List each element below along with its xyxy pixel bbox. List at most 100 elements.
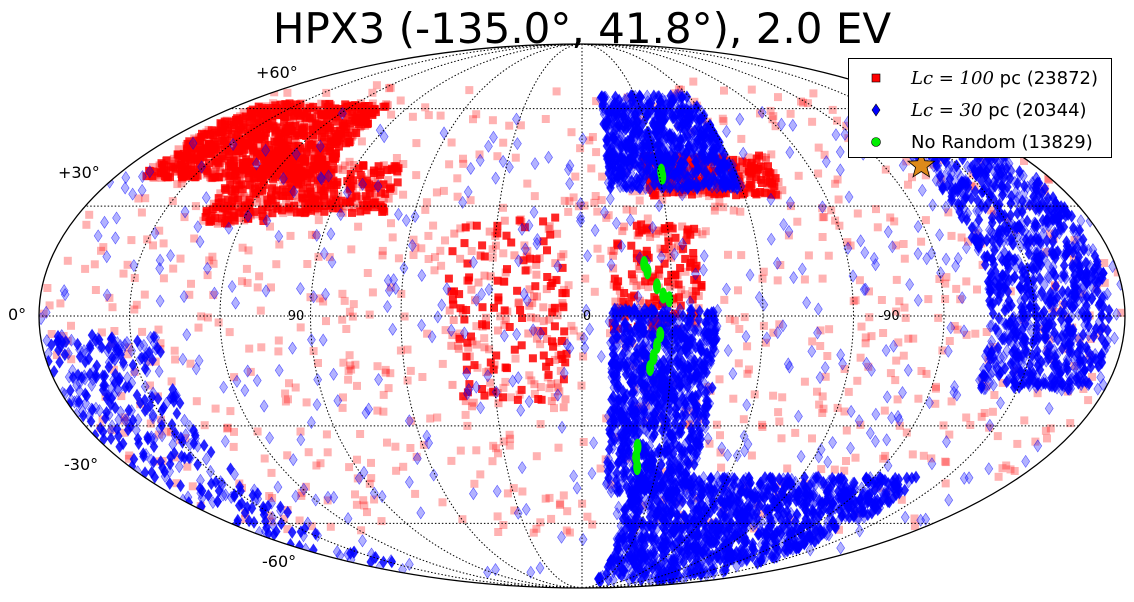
- lc100-point: [174, 150, 183, 159]
- lc100-point: [517, 218, 526, 227]
- lc100-point: [210, 173, 218, 182]
- lc100-point: [761, 156, 770, 164]
- lc100-point: [226, 407, 235, 416]
- lc100-point: [168, 197, 177, 206]
- lc100-point: [381, 368, 390, 377]
- lc100-point: [1046, 229, 1054, 238]
- lc100-point: [303, 177, 312, 186]
- lc100-point: [499, 277, 508, 286]
- lc100-point: [494, 399, 503, 408]
- lc100-point: [629, 274, 638, 283]
- lc100-point: [177, 179, 186, 188]
- lc100-point: [738, 157, 747, 166]
- lc100-point: [262, 148, 270, 157]
- lc100-point: [516, 306, 525, 315]
- lc100-point: [758, 420, 767, 429]
- lc100-point: [291, 383, 300, 392]
- lc100-point: [904, 334, 913, 343]
- lc100-point: [187, 152, 196, 160]
- lc100-point: [620, 289, 629, 297]
- lc100-point: [262, 112, 271, 121]
- lc100-point: [536, 340, 545, 349]
- lc100-point: [124, 343, 133, 352]
- lc100-point: [629, 206, 637, 215]
- lc100-point: [499, 437, 508, 446]
- lc100-point: [705, 439, 714, 448]
- lc100-point: [234, 135, 243, 144]
- lc100-point: [314, 160, 323, 169]
- lc100-point: [464, 343, 473, 352]
- lc100-point: [214, 159, 223, 168]
- lc100-point: [319, 297, 328, 306]
- lc100-point: [326, 522, 335, 531]
- lc100-point: [480, 252, 489, 261]
- lc100-point: [453, 174, 462, 183]
- lc100-point: [460, 315, 469, 324]
- lc100-point: [655, 271, 664, 280]
- lc100-point: [371, 182, 380, 190]
- lc100-point: [547, 514, 556, 523]
- lc100-point: [223, 423, 232, 432]
- lc100-point: [235, 121, 244, 130]
- lc100-point: [917, 237, 926, 246]
- lc100-point: [157, 161, 166, 169]
- lc100-point: [881, 451, 890, 460]
- lc100-point: [899, 240, 908, 248]
- lc100-point: [947, 397, 956, 406]
- lc100-point: [214, 318, 223, 327]
- lc100-point: [574, 202, 583, 211]
- lc100-point: [808, 117, 817, 126]
- lc100-point: [267, 192, 275, 201]
- lc100-point: [171, 355, 180, 364]
- lc100-point: [654, 226, 663, 235]
- lc100-point: [367, 185, 376, 194]
- lc100-point: [908, 450, 917, 459]
- lc100-point: [221, 185, 230, 194]
- lc100-point: [282, 180, 291, 189]
- lc100-point: [143, 235, 152, 244]
- lc100-point: [737, 251, 746, 260]
- lc100-point: [368, 102, 377, 110]
- lc100-point: [357, 137, 366, 146]
- lc100-point: [606, 480, 615, 489]
- lc100-point: [311, 119, 320, 128]
- lc100-point: [794, 171, 803, 180]
- lc100-point: [228, 197, 236, 206]
- lc100-point: [664, 233, 673, 242]
- lc100-point: [355, 123, 364, 132]
- lc100-point: [678, 222, 687, 231]
- lc100-point: [309, 347, 318, 356]
- lc100-point: [190, 170, 199, 179]
- lc100-point: [304, 199, 313, 208]
- lc100-point: [910, 514, 919, 523]
- lc100-point: [705, 192, 714, 201]
- lc100-point: [530, 326, 539, 335]
- lc100-point: [793, 217, 802, 226]
- lc100-point: [562, 349, 571, 358]
- lc100-point: [480, 334, 489, 343]
- lc100-point: [980, 409, 989, 417]
- lc100-point: [560, 327, 569, 336]
- lc100-point: [447, 341, 456, 350]
- lc100-point: [307, 522, 316, 531]
- lc100-point: [252, 167, 261, 176]
- lc100-point: [705, 188, 714, 197]
- lc100-point: [555, 501, 564, 509]
- lc100-point: [421, 103, 430, 112]
- lc100-point: [246, 107, 255, 116]
- lc100-point: [251, 190, 260, 199]
- lc100-point: [367, 474, 376, 483]
- lc100-point: [272, 144, 281, 152]
- lc100-point: [326, 101, 335, 109]
- lc100-point: [259, 217, 268, 225]
- lc100-point: [339, 358, 348, 367]
- lc100-point: [454, 341, 463, 350]
- lc100-point: [1041, 426, 1050, 435]
- lc100-point: [322, 317, 330, 326]
- lc100-point: [274, 347, 283, 356]
- lc100-point: [753, 189, 762, 198]
- lc100-point: [246, 166, 255, 175]
- lc100-point: [288, 186, 297, 195]
- lc100-point: [146, 419, 155, 428]
- lc100-point: [543, 273, 552, 281]
